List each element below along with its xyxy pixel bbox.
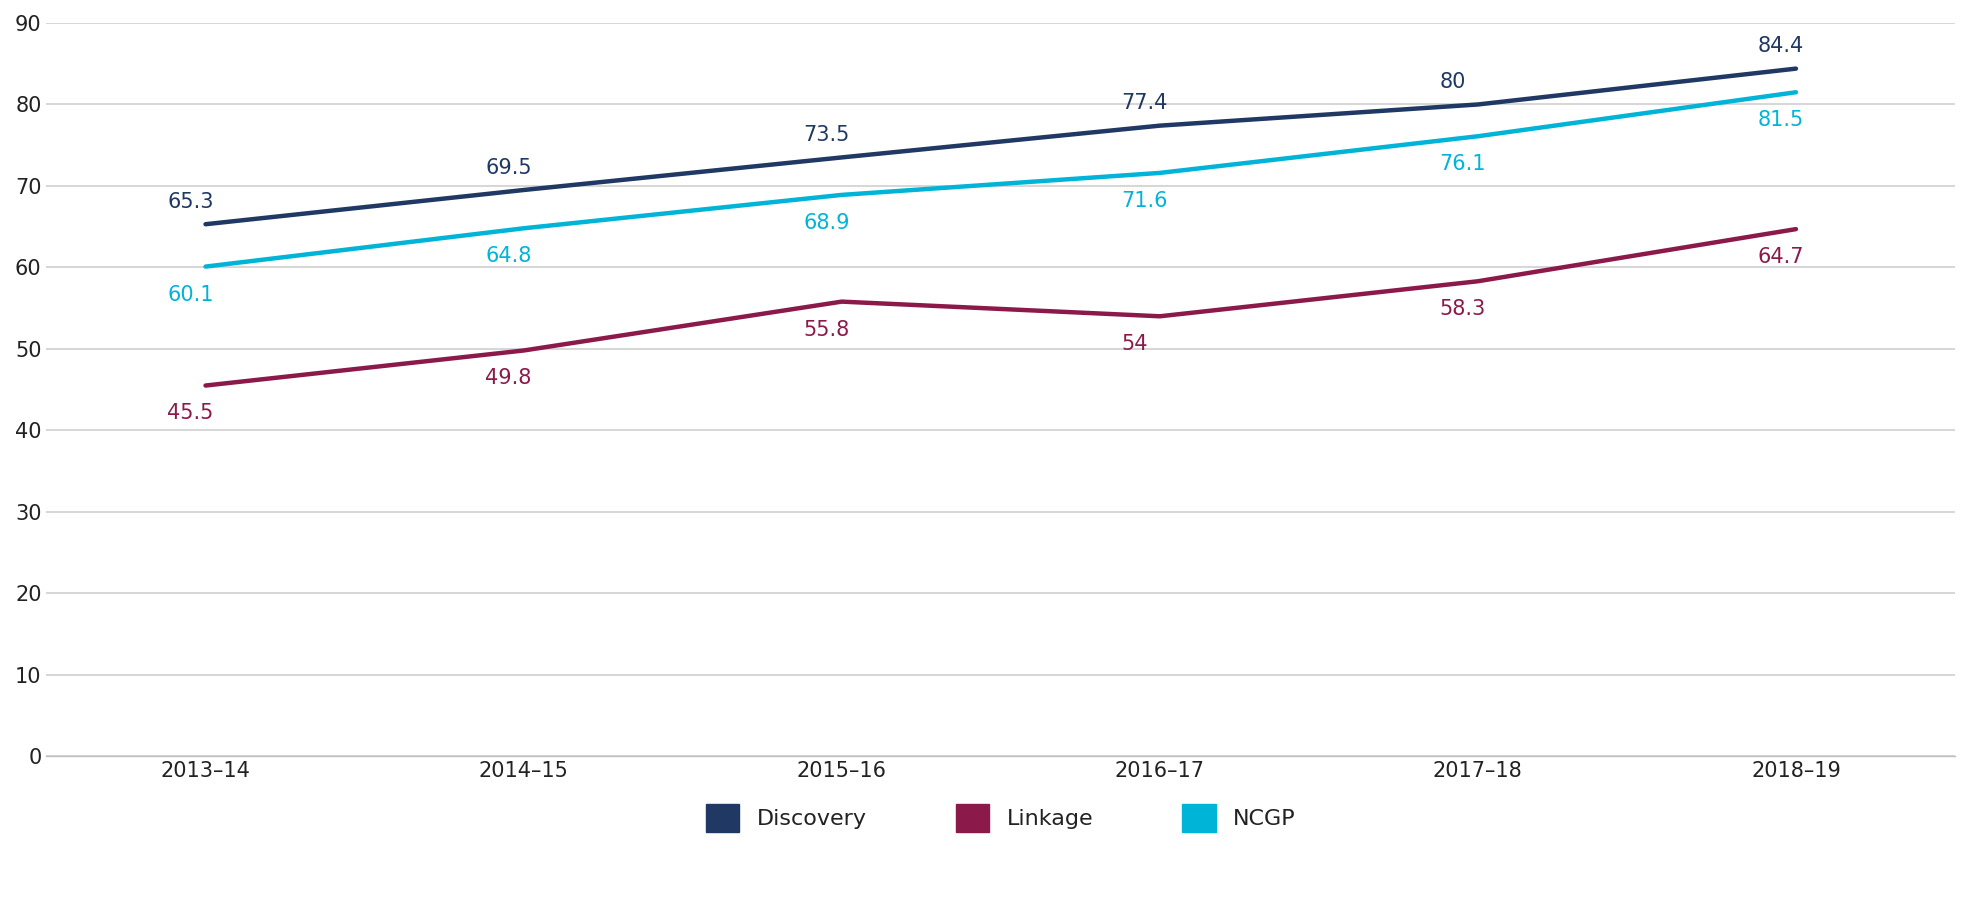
Text: 77.4: 77.4: [1121, 93, 1168, 113]
Line: Linkage: Linkage: [205, 229, 1797, 386]
Discovery: [512, 185, 536, 195]
Text: 64.7: 64.7: [1757, 247, 1805, 267]
NCGP: [512, 223, 536, 233]
Linkage: [193, 380, 217, 391]
Legend: Discovery, Linkage, NCGP: Discovery, Linkage, NCGP: [697, 795, 1304, 841]
Linkage: [1466, 276, 1489, 287]
Discovery: [829, 152, 853, 163]
NCGP: [193, 262, 217, 272]
Text: 60.1: 60.1: [167, 284, 215, 304]
Discovery: [1466, 99, 1489, 110]
NCGP: [1149, 167, 1172, 178]
Linkage: [1149, 310, 1172, 321]
Linkage: [1785, 224, 1808, 234]
Text: 55.8: 55.8: [804, 319, 849, 339]
NCGP: [1785, 87, 1808, 98]
Text: 65.3: 65.3: [167, 192, 215, 212]
Linkage: [512, 345, 536, 356]
Line: Discovery: Discovery: [205, 69, 1797, 224]
Text: 80: 80: [1440, 72, 1466, 92]
Text: 69.5: 69.5: [485, 157, 532, 177]
Text: 81.5: 81.5: [1757, 110, 1805, 130]
Text: 76.1: 76.1: [1440, 154, 1485, 174]
Text: 45.5: 45.5: [167, 404, 213, 424]
Discovery: [1149, 120, 1172, 131]
Text: 54: 54: [1121, 334, 1149, 354]
Text: 84.4: 84.4: [1757, 36, 1805, 56]
NCGP: [1466, 131, 1489, 142]
Text: 71.6: 71.6: [1121, 191, 1168, 211]
Linkage: [829, 296, 853, 307]
NCGP: [829, 189, 853, 200]
Discovery: [1785, 63, 1808, 74]
Text: 73.5: 73.5: [804, 125, 849, 145]
Text: 58.3: 58.3: [1440, 300, 1485, 319]
Text: 68.9: 68.9: [804, 213, 849, 233]
Line: NCGP: NCGP: [205, 92, 1797, 267]
Text: 64.8: 64.8: [485, 246, 532, 266]
Discovery: [193, 219, 217, 230]
Text: 49.8: 49.8: [485, 368, 532, 388]
